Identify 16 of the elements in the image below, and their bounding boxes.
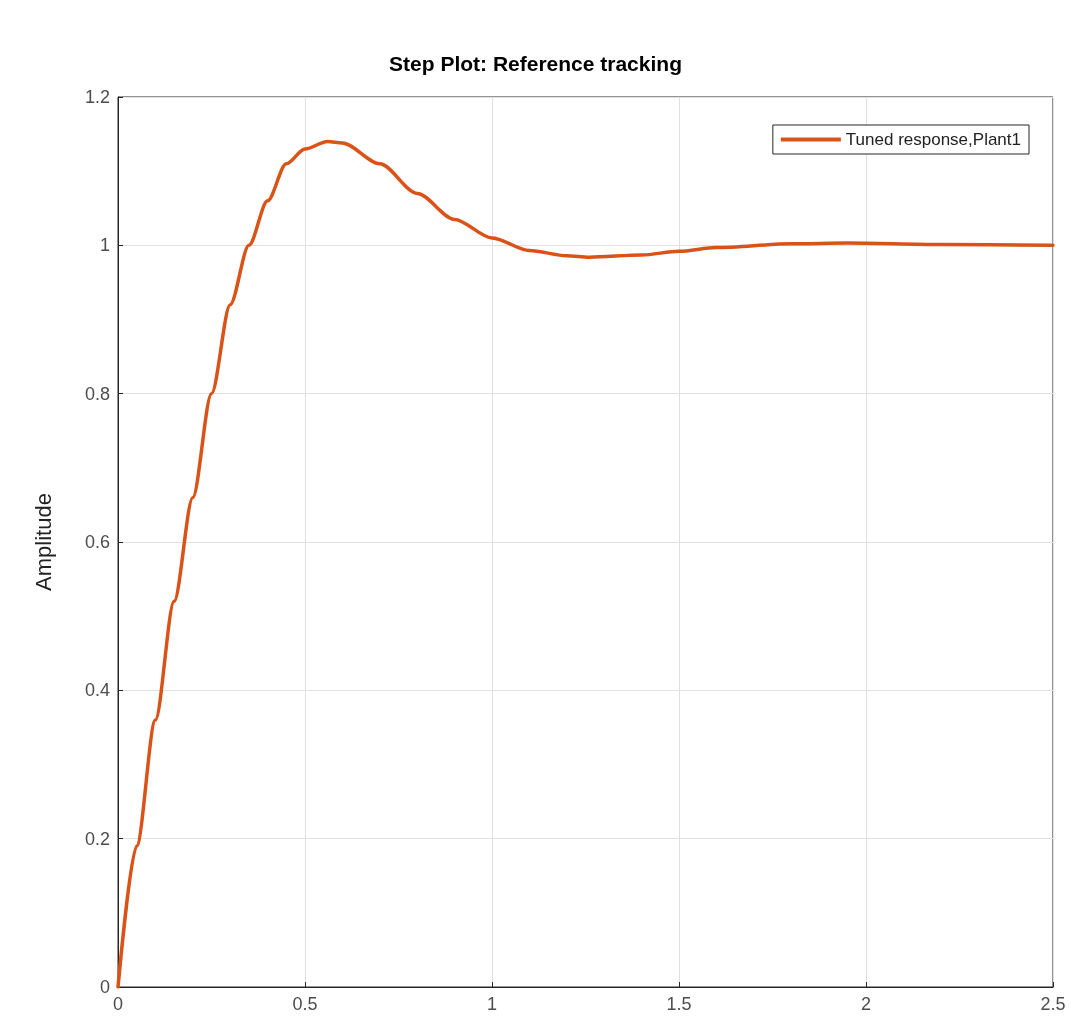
x-tick-label: 2: [860, 994, 872, 1014]
y-tick-label: 0.8: [84, 383, 110, 404]
x-tick-label: 1: [486, 994, 498, 1014]
y-tick-label: 0.2: [84, 828, 110, 849]
y-axis-title: Amplitude: [30, 493, 56, 591]
x-tick-label: 0: [112, 994, 124, 1014]
y-tick-label: 1.2: [84, 87, 110, 107]
x-tick-label: 1.5: [666, 994, 692, 1014]
y-tick-label: 0.4: [84, 680, 110, 701]
y-tick-label: 0.6: [84, 532, 110, 552]
y-tick-label: 0: [99, 977, 110, 997]
x-tick-label: 2.5: [1040, 994, 1066, 1014]
x-tick-label: 0.5: [292, 994, 318, 1014]
chart-title: Step Plot: Reference tracking: [389, 52, 682, 75]
legend-label: Tuned response,Plant1: [845, 130, 1021, 149]
y-tick-label: 1: [99, 235, 110, 256]
